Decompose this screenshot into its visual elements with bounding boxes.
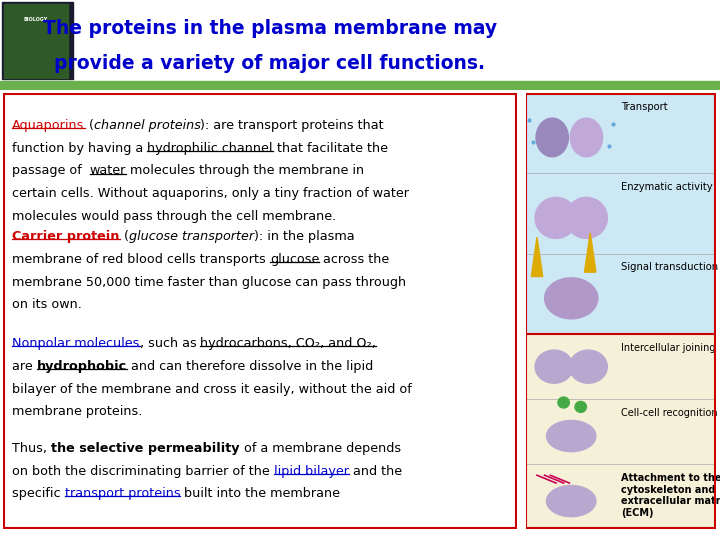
Ellipse shape [546,485,596,517]
Text: function by having a: function by having a [12,141,148,155]
Ellipse shape [544,278,598,319]
FancyArrow shape [585,233,596,272]
Bar [0,81,720,90]
Text: and the: and the [349,464,402,477]
Text: of a membrane depends: of a membrane depends [240,442,401,455]
Text: Aquaporins: Aquaporins [12,119,84,132]
Text: , such as: , such as [140,337,200,350]
Ellipse shape [570,350,608,383]
Bar [526,93,716,334]
Bar [2,2,73,79]
Ellipse shape [570,118,603,157]
Text: passage of: passage of [12,165,90,178]
Text: Attachment to the
cytoskeleton and
extracellular matrix
(ECM): Attachment to the cytoskeleton and extra… [621,473,720,518]
Ellipse shape [565,198,608,238]
Text: are: are [12,360,37,373]
Text: Enzymatic activity: Enzymatic activity [621,182,712,192]
Bar [526,334,716,529]
Text: Transport: Transport [621,102,667,112]
Text: lipid bilayer: lipid bilayer [274,464,349,477]
Text: channel proteins: channel proteins [94,119,200,132]
Text: hydrocarbons, CO₂, and O₂,: hydrocarbons, CO₂, and O₂, [200,337,376,350]
Text: bilayer of the membrane and cross it easily, without the aid of: bilayer of the membrane and cross it eas… [12,383,412,396]
Text: Signal transduction: Signal transduction [621,262,718,273]
Text: Cell-cell recognition: Cell-cell recognition [621,408,717,418]
Text: membrane proteins.: membrane proteins. [12,406,143,419]
Text: provide a variety of major cell functions.: provide a variety of major cell function… [55,53,485,72]
Text: glucose: glucose [270,253,319,266]
Ellipse shape [536,118,568,157]
Ellipse shape [535,198,577,238]
Text: (: ( [120,231,128,244]
Text: built into the membrane: built into the membrane [180,487,341,501]
Text: hydrophobic: hydrophobic [37,360,127,373]
Text: certain cells. Without aquaporins, only a tiny fraction of water: certain cells. Without aquaporins, only … [12,187,409,200]
Text: Intercellular joining: Intercellular joining [621,343,715,353]
Text: ): in the plasma: ): in the plasma [253,231,354,244]
Text: BIOLOGY: BIOLOGY [24,17,48,22]
Text: Nonpolar molecules: Nonpolar molecules [12,337,140,350]
Text: hydrophilic channel: hydrophilic channel [148,141,273,155]
Text: The proteins in the plasma membrane may: The proteins in the plasma membrane may [43,19,497,38]
Text: membrane 50,000 time faster than glucose can pass through: membrane 50,000 time faster than glucose… [12,276,406,289]
Ellipse shape [546,421,596,451]
Text: molecules would pass through the cell membrane.: molecules would pass through the cell me… [12,210,336,223]
Text: Carrier protein: Carrier protein [12,231,120,244]
FancyArrow shape [531,237,543,276]
Text: transport proteins: transport proteins [65,487,180,501]
Ellipse shape [558,397,570,408]
Text: and can therefore dissolve in the lipid: and can therefore dissolve in the lipid [127,360,373,373]
Text: glucose transporter: glucose transporter [128,231,253,244]
Text: ): are transport proteins that: ): are transport proteins that [200,119,384,132]
Text: specific: specific [12,487,65,501]
Text: Thus,: Thus, [12,442,51,455]
Text: on its own.: on its own. [12,299,82,312]
Text: on both the discriminating barrier of the: on both the discriminating barrier of th… [12,464,274,477]
Text: that facilitate the: that facilitate the [273,141,388,155]
Ellipse shape [535,350,573,383]
Text: the selective permeability: the selective permeability [51,442,240,455]
Text: molecules through the membrane in: molecules through the membrane in [126,165,364,178]
Text: membrane of red blood cells transports: membrane of red blood cells transports [12,253,270,266]
Text: (: ( [84,119,94,132]
Bar [4,4,68,78]
Ellipse shape [575,401,586,413]
FancyBboxPatch shape [4,94,516,528]
Text: across the: across the [319,253,390,266]
Text: water: water [90,165,126,178]
